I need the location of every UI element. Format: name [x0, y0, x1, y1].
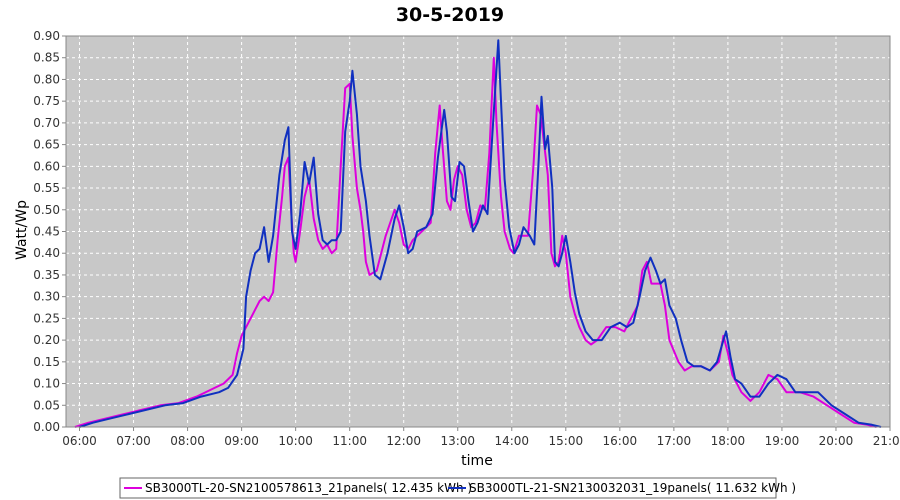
plot-area — [66, 36, 890, 427]
tick-labels: 0.00 0.05 0.10 0.15 0.20 0.25 0.30 0.35 0.40 0.45… — [33, 29, 900, 448]
x-tick-label: 20:00 — [819, 434, 854, 448]
y-tick-label: 0.55 — [33, 181, 60, 195]
y-tick-label: 0.50 — [33, 203, 60, 217]
y-tick-label: 0.65 — [33, 138, 60, 152]
y-axis-label: Watt/Wp — [14, 200, 30, 260]
x-tick-label: 18:00 — [711, 434, 746, 448]
x-axis-label: time — [461, 453, 493, 469]
y-tick-label: 0.00 — [33, 420, 60, 434]
y-tick-label: 0.70 — [33, 116, 60, 130]
y-tick-label: 0.85 — [33, 51, 60, 65]
x-tick-label: 10:00 — [278, 434, 313, 448]
legend-label-1: SB3000TL-20-SN2100578613_21panels( 12.43… — [145, 481, 472, 495]
x-tick-label: 06:00 — [62, 434, 97, 448]
y-tick-label: 0.35 — [33, 268, 60, 282]
x-tick-label: 07:00 — [116, 434, 151, 448]
x-tick-label: 12:00 — [386, 434, 421, 448]
series-line-2 — [79, 39, 882, 428]
y-tick-label: 0.60 — [33, 159, 60, 173]
y-tick-label: 0.80 — [33, 72, 60, 86]
x-tick-label: 09:00 — [224, 434, 259, 448]
y-tick-label: 0.90 — [33, 29, 60, 43]
series-line-1 — [74, 56, 877, 428]
x-tick-label: 21:00 — [873, 434, 900, 448]
y-tick-label: 0.40 — [33, 246, 60, 260]
x-tick-label: 14:00 — [494, 434, 529, 448]
y-tick-label: 0.75 — [33, 94, 60, 108]
y-tick-label: 0.20 — [33, 333, 60, 347]
chart-title: 30-5-2019 — [396, 4, 504, 26]
legend-label-2: SB3000TL-21-SN2130032031_19panels( 11.63… — [469, 481, 796, 495]
legend: SB3000TL-20-SN2100578613_21panels( 12.43… — [119, 477, 796, 499]
series-layer — [74, 39, 882, 428]
y-tick-label: 0.10 — [33, 377, 60, 391]
grid — [66, 35, 890, 427]
y-tick-label: 0.30 — [33, 290, 60, 304]
y-tick-label: 0.15 — [33, 355, 60, 369]
x-tick-label: 19:00 — [765, 434, 800, 448]
x-tick-label: 15:00 — [549, 434, 584, 448]
x-tick-label: 17:00 — [657, 434, 692, 448]
y-tick-label: 0.45 — [33, 225, 60, 239]
x-tick-label: 13:00 — [440, 434, 475, 448]
x-tick-label: 08:00 — [170, 434, 205, 448]
y-tick-label: 0.25 — [33, 311, 60, 325]
x-tick-label: 11:00 — [332, 434, 367, 448]
y-tick-label: 0.05 — [33, 398, 60, 412]
x-tick-label: 16:00 — [603, 434, 638, 448]
